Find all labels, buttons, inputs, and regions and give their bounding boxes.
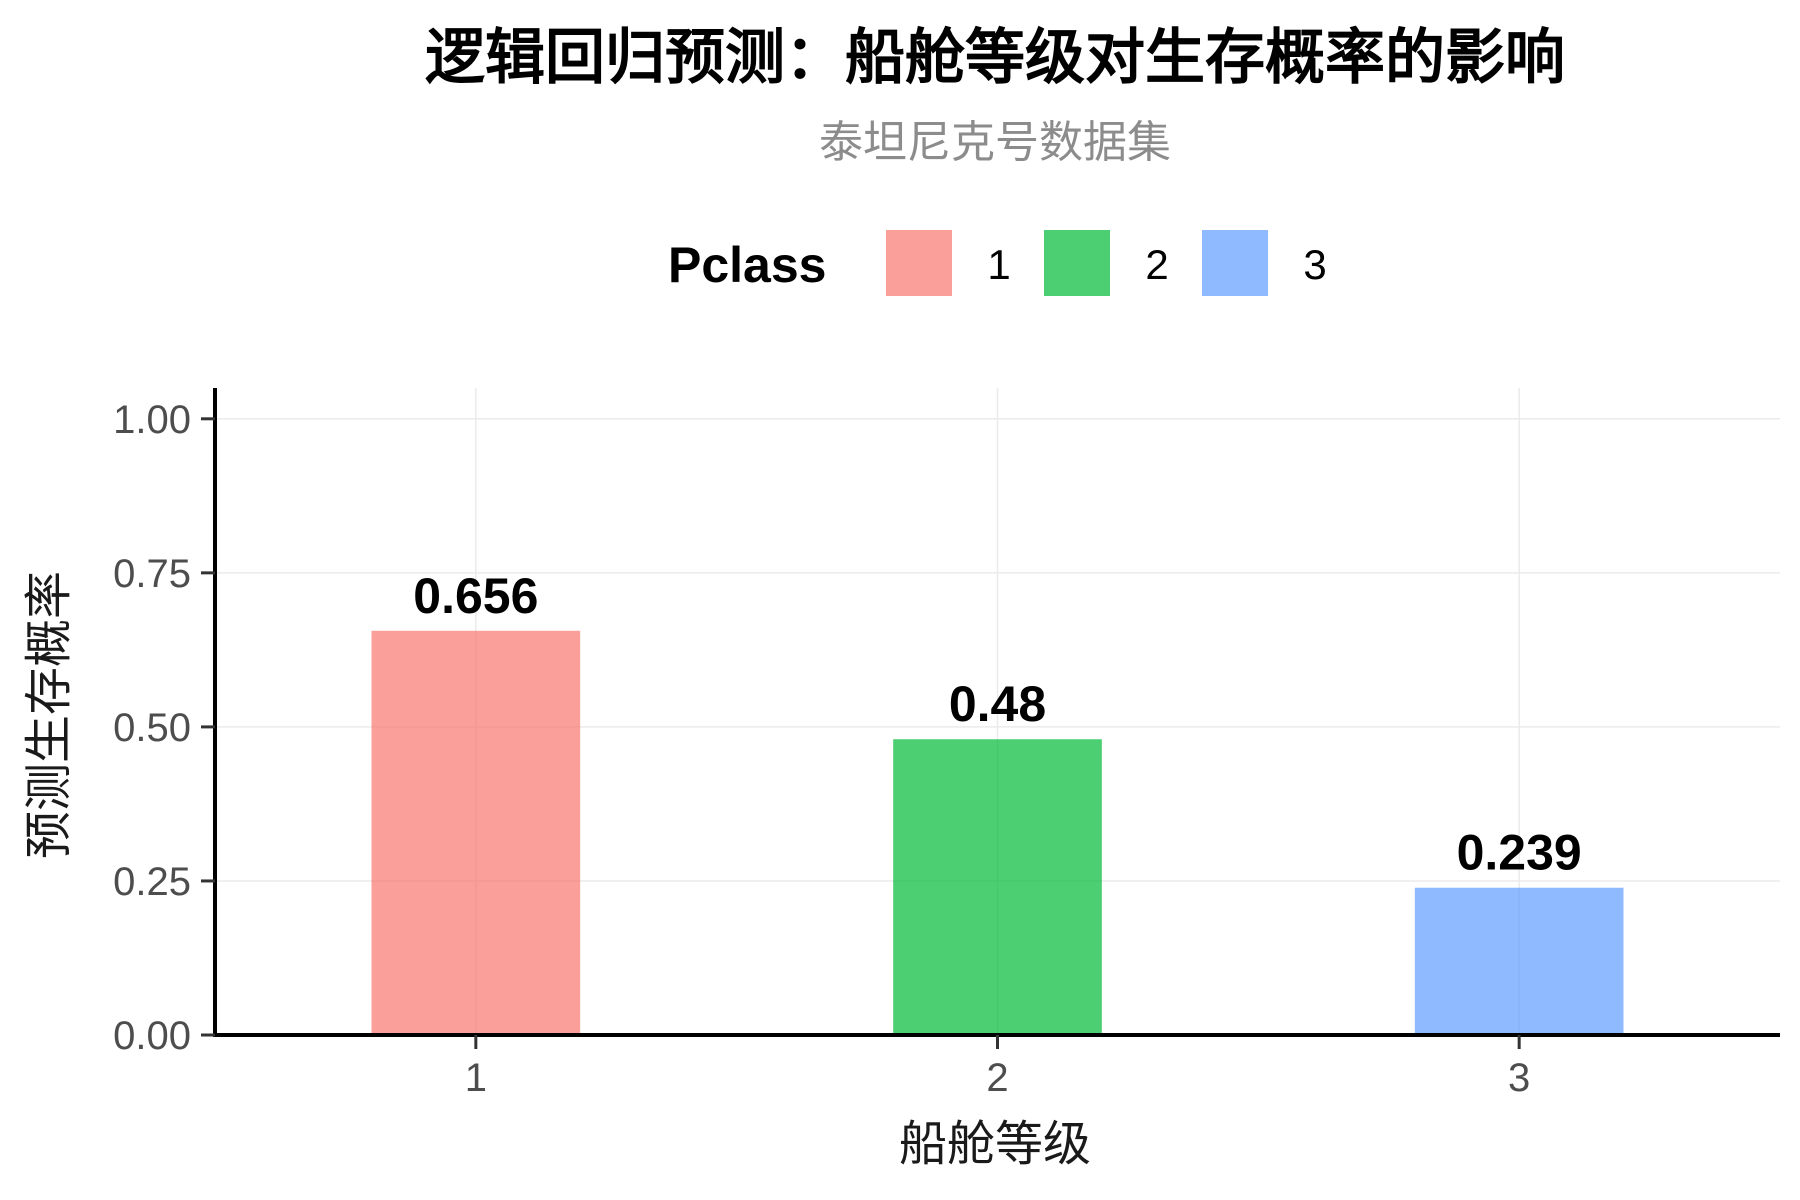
- x-tick-label: 2: [986, 1056, 1008, 1100]
- chart-title: 逻辑回归预测：船舱等级对生存概率的影响: [425, 23, 1565, 93]
- bar-3: [1414, 887, 1624, 1035]
- legend: Pclass 1 2 3: [668, 230, 1327, 296]
- legend-key-1: [886, 230, 952, 296]
- legend-label-3: 3: [1303, 241, 1326, 288]
- legend-label-1: 1: [987, 241, 1010, 288]
- y-axis-title: 预测生存概率: [21, 571, 77, 859]
- legend-key-2: [1044, 230, 1110, 296]
- data-labels: 0.656 0.48 0.239: [413, 568, 1581, 881]
- bar-2: [893, 739, 1102, 1035]
- legend-label-2: 2: [1145, 241, 1168, 288]
- bar-1: [371, 630, 581, 1035]
- chart-subtitle: 泰坦尼克号数据集: [819, 117, 1171, 168]
- axes: 0.00 0.25 0.50 0.75 1.00 1 2 3: [113, 388, 1780, 1100]
- legend-key-3: [1202, 230, 1268, 296]
- x-tick-label: 1: [465, 1056, 487, 1100]
- data-label-3: 0.239: [1457, 825, 1582, 881]
- x-axis-title: 船舱等级: [899, 1116, 1091, 1172]
- y-tick-label: 0.25: [113, 860, 191, 904]
- data-label-1: 0.656: [413, 568, 538, 624]
- data-label-2: 0.48: [949, 676, 1046, 732]
- y-tick-label: 0.00: [113, 1014, 191, 1058]
- legend-title: Pclass: [668, 237, 826, 293]
- y-tick-label: 1.00: [113, 398, 191, 442]
- chart-header: 逻辑回归预测：船舱等级对生存概率的影响 泰坦尼克号数据集: [425, 23, 1565, 168]
- y-tick-label: 0.75: [113, 552, 191, 596]
- x-tick-label: 3: [1508, 1056, 1530, 1100]
- bars: [371, 630, 1624, 1035]
- y-tick-label: 0.50: [113, 706, 191, 750]
